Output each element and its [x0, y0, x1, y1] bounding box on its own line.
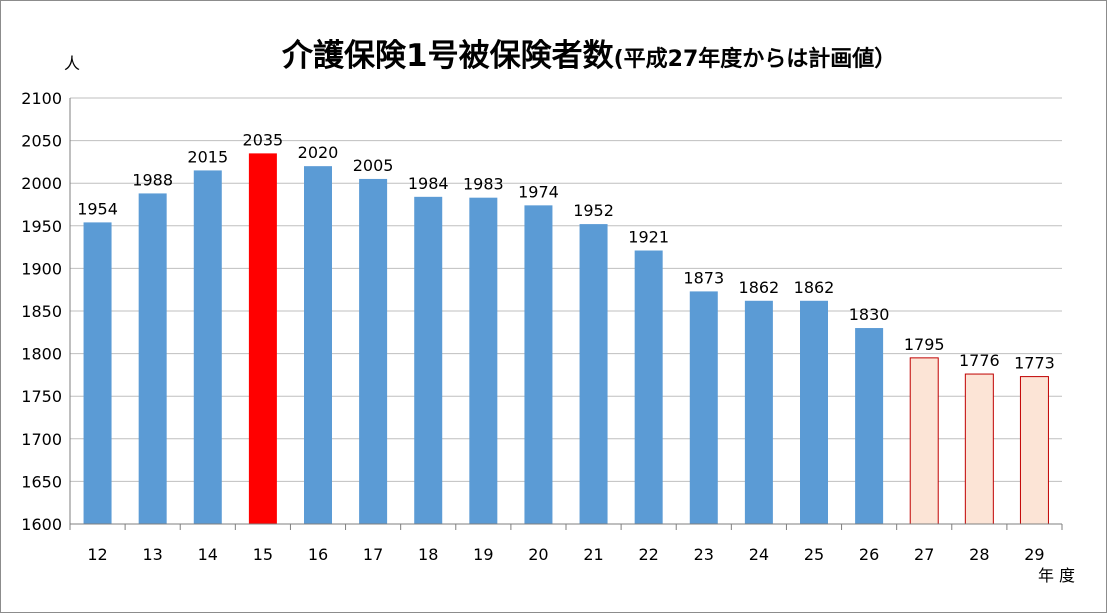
bar-21 — [579, 224, 608, 524]
y-tick-label: 2100 — [21, 89, 62, 108]
data-label: 1830 — [849, 305, 890, 324]
x-tick-label: 22 — [638, 545, 658, 564]
data-label: 1795 — [904, 335, 945, 354]
bar-12 — [83, 222, 112, 524]
bar-24 — [744, 300, 773, 524]
x-tick-label: 20 — [528, 545, 548, 564]
y-tick-label: 1800 — [21, 345, 62, 364]
data-label: 1952 — [573, 201, 614, 220]
x-tick-label: 12 — [87, 545, 107, 564]
bar-22 — [634, 250, 663, 524]
data-label: 1773 — [1014, 354, 1055, 373]
bar-17 — [359, 178, 388, 524]
y-tick-label: 1950 — [21, 217, 62, 236]
bar-16 — [304, 166, 332, 524]
x-tick-label: 18 — [418, 545, 438, 564]
y-axis-unit-label: 人 — [64, 54, 81, 73]
x-axis-unit-label: 年度 — [1038, 566, 1081, 585]
data-label: 1873 — [683, 268, 724, 287]
x-tick-label: 15 — [253, 545, 273, 564]
data-label: 1862 — [794, 278, 835, 297]
bar-20 — [524, 205, 553, 525]
bars — [83, 153, 1049, 525]
x-tick-label: 16 — [308, 545, 328, 564]
x-tick-label: 29 — [1024, 545, 1044, 564]
bar-19 — [469, 197, 498, 524]
chart-title-sub: (平成27年度からは計画値） — [613, 47, 897, 72]
x-tick-label: 21 — [583, 545, 603, 564]
bar-14 — [193, 170, 222, 525]
x-tick-label: 27 — [914, 545, 934, 564]
x-tick-label: 28 — [969, 545, 989, 564]
x-tick-label: 14 — [198, 545, 218, 564]
data-label: 1974 — [518, 182, 559, 201]
y-tick-label: 1600 — [21, 515, 62, 534]
y-tick-label: 1900 — [21, 259, 62, 278]
gridlines — [70, 97, 1062, 482]
bar-29 — [1019, 376, 1049, 525]
data-label: 2015 — [187, 147, 228, 166]
data-label: 1988 — [132, 170, 173, 189]
chart-title-main: 介護保険1号被保険者数 — [282, 38, 614, 74]
x-tick-label: 23 — [694, 545, 714, 564]
bar-15 — [248, 153, 277, 524]
bar-25 — [800, 300, 828, 524]
data-label: 2005 — [353, 156, 394, 175]
y-tick-label: 1650 — [21, 472, 62, 491]
data-label: 1984 — [408, 174, 449, 193]
bar-28 — [964, 373, 994, 525]
data-label: 2020 — [298, 143, 339, 162]
y-tick-label: 2000 — [21, 174, 62, 193]
x-tick-label: 17 — [363, 545, 383, 564]
bar-26 — [855, 328, 884, 524]
y-tick-label: 2050 — [21, 132, 62, 151]
y-tick-label: 1750 — [21, 387, 62, 406]
data-label: 1983 — [463, 175, 504, 194]
labels: 1600 1650 1700 1750 1800 1850 1900 1950 2000 2050… — [21, 89, 1055, 564]
bar-23 — [689, 291, 718, 524]
chart-title: 介護保険1号被保険者数(平成27年度からは計画値） — [282, 30, 1082, 75]
bar-18 — [414, 196, 443, 524]
data-label: 2035 — [243, 130, 284, 149]
x-tick-label: 25 — [804, 545, 824, 564]
x-tick-label: 19 — [473, 545, 493, 564]
axes — [69, 98, 1063, 530]
bar-13 — [138, 193, 167, 524]
x-tick-label: 13 — [142, 545, 162, 564]
x-tick-label: 26 — [859, 545, 879, 564]
data-label: 1954 — [77, 199, 118, 218]
bar-27 — [909, 357, 939, 525]
y-tick-label: 1850 — [21, 302, 62, 321]
data-label: 1776 — [959, 351, 1000, 370]
data-label: 1921 — [628, 228, 669, 247]
x-tick-label: 24 — [749, 545, 769, 564]
data-label: 1862 — [739, 278, 780, 297]
y-tick-label: 1700 — [21, 430, 62, 449]
